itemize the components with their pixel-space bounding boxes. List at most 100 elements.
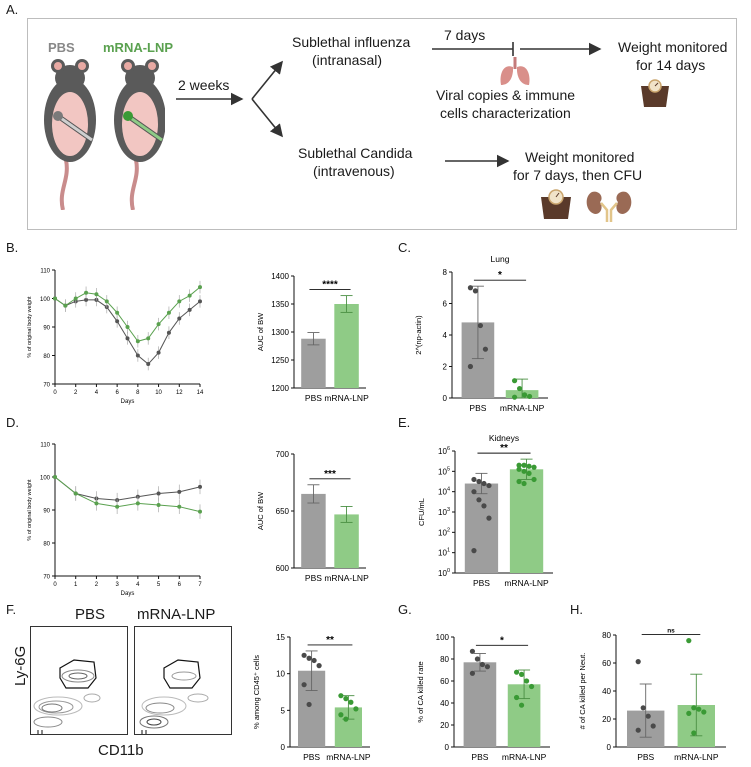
y-tick-label: 0 bbox=[445, 743, 450, 752]
y-tick-label: 106 bbox=[438, 446, 450, 456]
x-tick-label: 10 bbox=[155, 390, 162, 396]
data-point-mrna-lnp bbox=[115, 504, 120, 509]
y-tick-label: 650 bbox=[276, 507, 290, 516]
data-point-mrna-lnp bbox=[686, 710, 692, 716]
x-tick-label: mRNA-LNP bbox=[502, 752, 547, 762]
data-point-pbs bbox=[471, 476, 477, 483]
y-tick-label: 4 bbox=[443, 331, 448, 340]
data-point-mrna-lnp bbox=[156, 503, 161, 508]
significance-label: ** bbox=[500, 443, 508, 454]
data-point-mrna-lnp bbox=[146, 336, 151, 341]
y-tick-label: 8 bbox=[443, 268, 448, 277]
data-point-mrna-lnp bbox=[84, 290, 89, 295]
x-tick-label: PBS bbox=[305, 393, 322, 403]
y-tick-label: 5 bbox=[281, 706, 286, 715]
data-point-mrna-lnp bbox=[338, 712, 344, 718]
y-axis-label: % of original body weight bbox=[27, 296, 33, 358]
weight7-line2: for 7 days, then CFU bbox=[513, 167, 643, 183]
data-point-pbs bbox=[306, 701, 312, 708]
significance-label: **** bbox=[322, 280, 338, 291]
y-axis-label: AUC of BW bbox=[256, 491, 265, 530]
data-point-pbs bbox=[645, 713, 651, 719]
data-point-mrna-lnp bbox=[73, 491, 78, 496]
y-tick-label: 600 bbox=[276, 564, 290, 573]
y-tick-label: 1400 bbox=[271, 272, 289, 281]
y-axis-label: 2^(np-actin) bbox=[414, 315, 423, 355]
data-point-mrna-lnp bbox=[73, 296, 78, 301]
data-point-mrna-lnp bbox=[156, 322, 161, 327]
data-point-mrna-lnp bbox=[115, 310, 120, 315]
data-point-pbs bbox=[84, 297, 89, 302]
data-point-mrna-lnp bbox=[518, 702, 525, 708]
data-point-pbs bbox=[115, 319, 120, 324]
x-tick-label: PBS bbox=[637, 752, 654, 762]
kidneys-icon bbox=[586, 191, 632, 222]
data-point-mrna-lnp bbox=[526, 463, 532, 469]
y-tick-label: 60 bbox=[440, 677, 449, 686]
data-point-pbs bbox=[469, 670, 476, 676]
bar-mrna-lnp bbox=[509, 469, 544, 573]
data-point-mrna-lnp bbox=[187, 293, 192, 298]
panel-label-c: C. bbox=[398, 240, 411, 255]
x-tick-label: 0 bbox=[53, 582, 57, 588]
y-tick-label: 1200 bbox=[271, 384, 289, 393]
data-point-pbs bbox=[146, 362, 151, 367]
pbs-mouse bbox=[44, 59, 96, 210]
viral-line2: cells characterization bbox=[440, 105, 571, 121]
x-tick-label: 5 bbox=[157, 582, 161, 588]
data-point-pbs bbox=[477, 322, 484, 329]
chart-e-kidney-bar: 100 101 102 103 104 105 106 CFU/mL Kidneys PBS mRN… bbox=[417, 433, 553, 588]
data-point-pbs bbox=[486, 482, 492, 489]
bar-mrna-lnp bbox=[334, 304, 359, 388]
days7-label: 7 days bbox=[444, 27, 486, 43]
data-point-pbs bbox=[471, 548, 477, 554]
data-point-pbs bbox=[640, 705, 646, 711]
data-point-mrna-lnp bbox=[526, 470, 532, 476]
data-point-pbs bbox=[650, 723, 656, 729]
y-tick-label: 6 bbox=[443, 300, 448, 309]
x-tick-label: PBS bbox=[469, 403, 486, 412]
data-point-mrna-lnp bbox=[531, 476, 537, 483]
chart-title: Kidneys bbox=[489, 433, 519, 443]
flow-pbs-label: PBS bbox=[75, 606, 106, 623]
data-point-pbs bbox=[479, 661, 486, 668]
chart-b-auc-bar: 1200 1250 1300 1350 1400 AUC of BW PBS mRNA-LNP… bbox=[256, 272, 369, 403]
panel-label-f: F. bbox=[6, 602, 17, 617]
x-tick-label: mRNA-LNP bbox=[326, 752, 371, 762]
data-point-mrna-lnp bbox=[125, 325, 130, 329]
schematic-arrows bbox=[176, 42, 602, 168]
y-tick-label: 80 bbox=[43, 354, 50, 360]
data-point-pbs bbox=[635, 659, 641, 665]
lungs-icon bbox=[500, 57, 530, 85]
candida-route: (intravenous) bbox=[313, 163, 395, 179]
data-point-pbs bbox=[467, 363, 474, 370]
y-tick-label: 104 bbox=[438, 487, 450, 497]
data-point-pbs bbox=[306, 655, 312, 661]
panel-label-d: D. bbox=[6, 415, 19, 430]
y-tick-label: 100 bbox=[40, 297, 51, 303]
schematic-box bbox=[27, 18, 737, 230]
data-point-mrna-lnp bbox=[513, 669, 520, 675]
x-axis-label: Days bbox=[121, 399, 135, 405]
panel-label-e: E. bbox=[398, 415, 411, 430]
panel-label-h: H. bbox=[570, 602, 583, 617]
influenza-route: (intranasal) bbox=[312, 52, 383, 68]
data-point-pbs bbox=[187, 307, 192, 312]
x-tick-label: 4 bbox=[136, 582, 140, 588]
data-point-mrna-lnp bbox=[135, 501, 140, 506]
x-tick-label: 8 bbox=[136, 390, 140, 396]
data-point-mrna-lnp bbox=[198, 285, 202, 290]
data-point-mrna-lnp bbox=[521, 468, 527, 474]
y-tick-label: 0 bbox=[607, 743, 612, 752]
y-axis-label: CFU/mL bbox=[417, 498, 426, 526]
data-point-mrna-lnp bbox=[348, 699, 354, 705]
data-point-pbs bbox=[474, 656, 481, 662]
data-point-mrna-lnp bbox=[691, 730, 697, 736]
y-tick-label: 40 bbox=[602, 687, 611, 696]
y-tick-label: 700 bbox=[276, 450, 290, 459]
y-tick-label: 100 bbox=[438, 568, 450, 578]
x-tick-label: 7 bbox=[198, 582, 202, 588]
data-point-pbs bbox=[635, 727, 641, 733]
x-tick-label: PBS bbox=[305, 573, 322, 583]
x-tick-label: 2 bbox=[74, 390, 78, 396]
